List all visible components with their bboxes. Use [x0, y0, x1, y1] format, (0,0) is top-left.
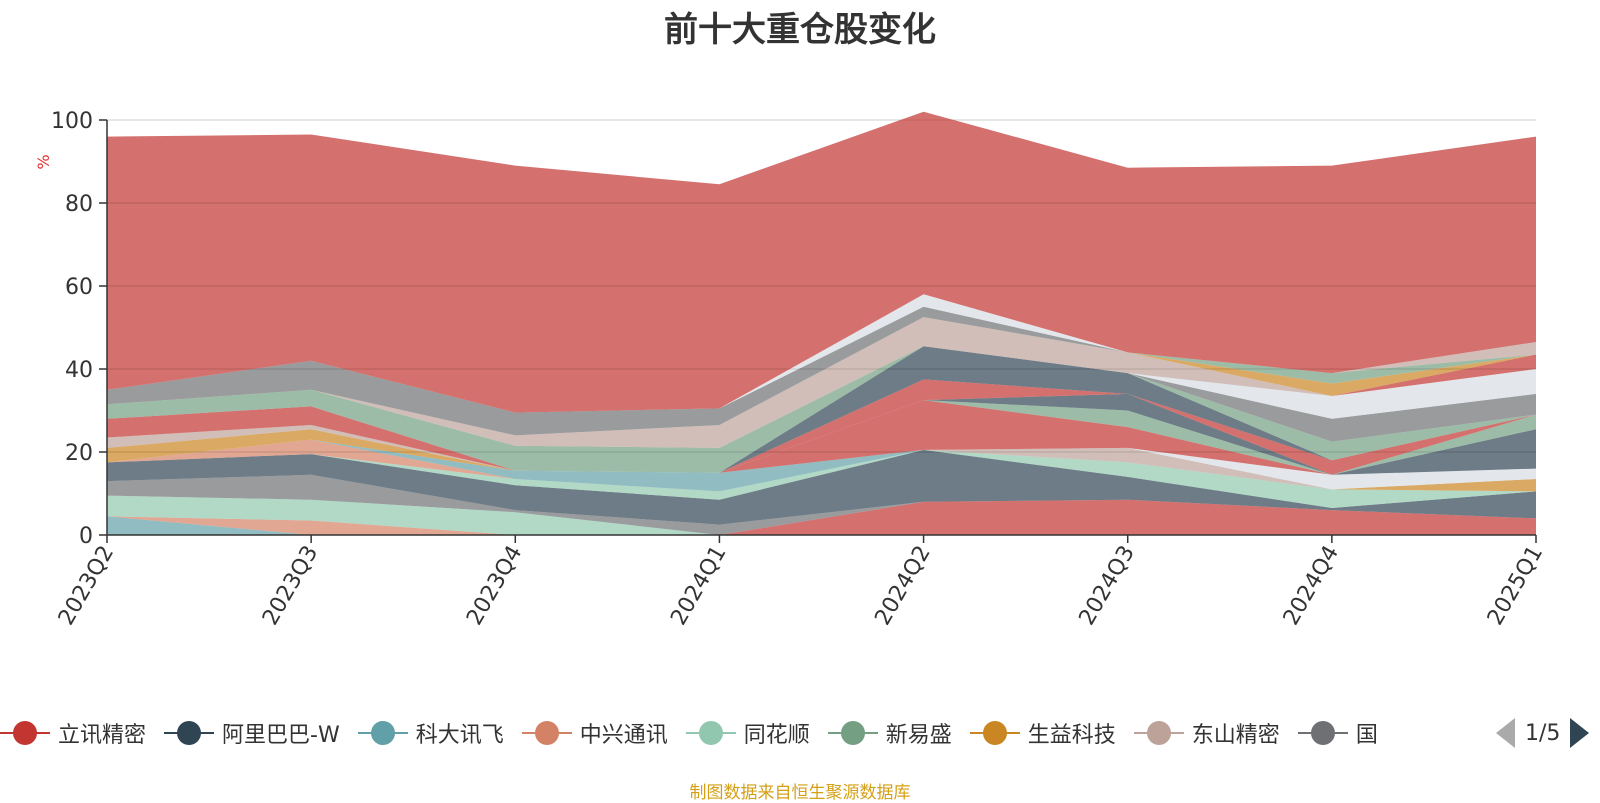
area-series-21 — [107, 379, 1536, 475]
x-tick-label: 2024Q3 — [1075, 542, 1140, 630]
legend-swatch-icon — [164, 720, 215, 746]
legend-item[interactable]: 立讯精密 — [0, 713, 146, 753]
legend-label: 阿里巴巴-W — [222, 723, 340, 748]
area-series-0 — [107, 516, 1536, 535]
legend-swatch-icon — [969, 720, 1020, 746]
legend-label: 国 — [1355, 723, 1378, 748]
x-tick-label: 2023Q2 — [54, 542, 119, 630]
legend-label: 中兴通讯 — [579, 723, 668, 748]
source-note: 制图数据来自恒生聚源数据库 — [689, 783, 911, 803]
legend-item[interactable]: 阿里巴巴-W — [164, 713, 340, 753]
area-series-37 — [107, 294, 1536, 413]
area-series-33 — [107, 306, 1536, 436]
legend-label: 新易盛 — [885, 723, 952, 748]
x-tick-label: 2025Q1 — [1483, 542, 1548, 630]
area-series-31 — [107, 346, 1536, 473]
x-tick-label: 2023Q3 — [258, 542, 323, 630]
area-series-10 — [107, 447, 1536, 492]
legend-swatch-icon — [685, 720, 736, 746]
x-tick-label: 2024Q2 — [870, 542, 935, 630]
legend: 立讯精密 阿里巴巴-W 科大讯飞 中兴通讯 同花顺 新易盛 生益科技 东山精密 国 1/5 — [0, 713, 1600, 753]
area-series-4 — [107, 474, 1536, 535]
legend-item[interactable]: 生益科技 — [969, 713, 1116, 753]
legend-swatch-icon — [0, 720, 50, 746]
area-series-7 — [107, 449, 1536, 508]
legend-prev-page-button[interactable] — [1496, 718, 1515, 748]
legend-item[interactable]: 国 — [1297, 713, 1378, 753]
legend-item[interactable]: 东山精密 — [1133, 713, 1280, 753]
legend-label: 生益科技 — [1027, 723, 1116, 748]
area-series-39 — [107, 111, 1536, 413]
legend-label: 同花顺 — [743, 723, 810, 748]
area-series-32 — [107, 317, 1536, 448]
x-tick-label: 2023Q4 — [462, 542, 527, 630]
legend-item[interactable]: 新易盛 — [827, 713, 952, 753]
y-axis-label: % — [34, 154, 53, 169]
legend-swatch-icon — [521, 720, 572, 746]
area-series-9 — [107, 447, 1536, 492]
legend-swatch-icon — [357, 720, 408, 746]
legend-page-indicator: 1/5 — [1525, 720, 1561, 746]
legend-items: 立讯精密 阿里巴巴-W 科大讯飞 中兴通讯 同花顺 新易盛 生益科技 东山精密 国 — [0, 713, 1478, 753]
legend-label: 东山精密 — [1191, 723, 1280, 748]
legend-item[interactable]: 同花顺 — [685, 713, 810, 753]
area-series-3 — [107, 495, 1536, 535]
y-tick-label: 20 — [65, 441, 93, 466]
legend-swatch-icon — [827, 720, 878, 746]
y-tick-label: 80 — [65, 192, 93, 217]
y-tick-label: 0 — [79, 524, 93, 549]
x-tick-label: 2024Q4 — [1279, 542, 1344, 630]
legend-label: 科大讯飞 — [415, 723, 504, 748]
chart-title: 前十大重仓股变化 — [664, 10, 936, 50]
legend-item[interactable]: 中兴通讯 — [521, 713, 668, 753]
legend-pager: 1/5 — [1496, 713, 1590, 753]
area-series-15 — [107, 393, 1536, 475]
area-series-8 — [107, 449, 1536, 492]
area-series-24 — [107, 346, 1536, 473]
area-series-6 — [107, 449, 1536, 525]
legend-swatch-icon — [1133, 720, 1184, 746]
area-series-13 — [107, 400, 1536, 475]
legend-next-page-button[interactable] — [1570, 718, 1590, 748]
area-series-12 — [107, 439, 1536, 492]
x-tick-label: 2024Q1 — [666, 542, 731, 630]
legend-label: 立讯精密 — [58, 723, 147, 748]
y-tick-label: 100 — [51, 109, 93, 134]
y-tick-label: 60 — [65, 275, 93, 300]
y-tick-label: 40 — [65, 358, 93, 383]
area-series-2 — [107, 495, 1536, 535]
legend-item[interactable]: 科大讯飞 — [357, 713, 504, 753]
legend-swatch-icon — [1297, 720, 1348, 746]
